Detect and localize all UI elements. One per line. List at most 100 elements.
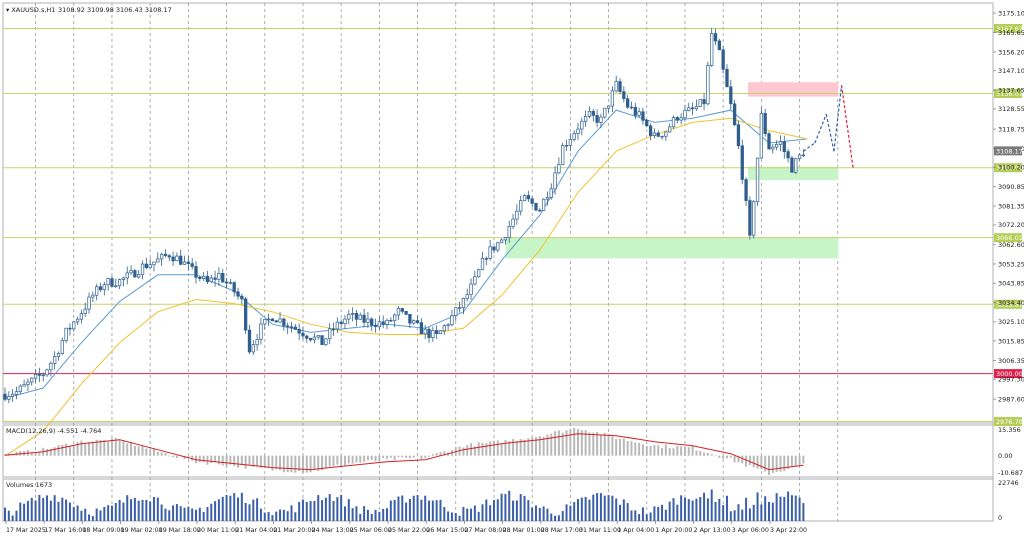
candle-body [496, 242, 500, 251]
candle-body [507, 226, 511, 238]
volume-bar [412, 495, 415, 521]
candle-body [221, 273, 225, 283]
volume-bar [202, 511, 205, 521]
candle-body [450, 315, 454, 326]
volume-bars [4, 489, 805, 521]
candle-body [320, 335, 324, 345]
price-tick-label: 3118.75 [998, 125, 1024, 133]
price-tick-label: 3053.25 [998, 260, 1024, 268]
candle-body [603, 107, 607, 118]
volume-bar [137, 500, 140, 521]
macd-histogram-bar [122, 440, 125, 456]
macd-histogram-bar [611, 436, 614, 456]
macd-histogram-bar [596, 432, 599, 456]
macd-histogram-bar [282, 455, 285, 473]
forecast-segment [803, 142, 816, 152]
candle-body [350, 313, 355, 315]
macd-histogram-bar [279, 455, 282, 471]
macd-histogram-bar [435, 453, 438, 456]
candle-body [389, 319, 393, 322]
volume-bar [149, 501, 152, 521]
level-tag [994, 233, 1022, 243]
candle-body [480, 258, 485, 271]
candle-body [499, 239, 504, 244]
time-tick-label: 19 Mar 02:00 [121, 527, 163, 534]
candle-body [671, 117, 676, 128]
macd-histogram-bar [424, 455, 427, 458]
macd-histogram-bar [416, 455, 419, 457]
volume-bar [324, 497, 327, 521]
volume-bar [515, 500, 518, 521]
candle-body [488, 246, 492, 259]
candle-body [553, 172, 557, 190]
macd-histogram-bar [130, 441, 133, 456]
volume-bar [206, 506, 209, 521]
price-tick-label: 3043.85 [998, 280, 1024, 288]
volume-bar [233, 493, 236, 521]
volume-bar [599, 493, 602, 521]
macd-histogram-bar [515, 440, 518, 456]
macd-histogram-bar [428, 455, 431, 457]
candle-body [648, 125, 653, 136]
macd-histogram-bar [65, 443, 68, 456]
candle-body [95, 286, 99, 296]
volume-bar [122, 502, 125, 521]
volume-bar [420, 499, 423, 521]
candle-body [247, 329, 252, 353]
candle-body [610, 90, 615, 107]
macd-histogram-bar [275, 455, 278, 470]
candle-body [232, 282, 236, 293]
macd-histogram-bar [741, 455, 744, 464]
candle-body [637, 111, 641, 116]
candle-body [293, 326, 297, 330]
macd-histogram-bar [508, 441, 511, 456]
volume-bar [775, 493, 778, 521]
candle-body [205, 275, 210, 283]
volume-bar [729, 511, 732, 521]
candle-body [786, 151, 790, 159]
macd-histogram-bar [7, 453, 10, 456]
macd-histogram-bar [619, 438, 622, 456]
volume-bar [431, 500, 434, 521]
volume-bar [710, 489, 713, 521]
macd-histogram-bar [565, 430, 568, 456]
macd-histogram-bar [225, 455, 228, 467]
candle-body [564, 144, 569, 147]
macd-histogram-bar [290, 455, 293, 473]
volume-bar [691, 500, 694, 521]
candle-body [797, 154, 802, 160]
candle-body [725, 68, 729, 88]
macd-histogram-bar [53, 447, 56, 456]
volume-bar [748, 508, 751, 521]
macd-histogram-bar [584, 430, 587, 456]
volume-bar [370, 513, 373, 521]
time-tick-label: 25 Mar 22:00 [388, 527, 430, 534]
volume-bar [653, 506, 656, 521]
volume-bar [439, 499, 442, 521]
macd-histogram-bar [737, 455, 740, 463]
macd-histogram-bar [187, 455, 190, 458]
macd-tick: 15.356 [998, 426, 1021, 434]
volume-bar [790, 495, 793, 521]
volume-bar [695, 498, 698, 521]
macd-histogram-bar [492, 440, 495, 456]
candle-body [209, 277, 213, 283]
volume-bar [168, 510, 171, 521]
price-tick-label: 3081.35 [998, 202, 1024, 210]
volume-bar [500, 493, 503, 521]
macd-histogram-bar [240, 455, 243, 466]
candle-body [519, 200, 523, 212]
volume-bar [378, 511, 381, 521]
volume-bar [611, 495, 614, 521]
volume-bar [46, 495, 49, 521]
macd-histogram-bar [519, 439, 522, 456]
candle-body [148, 264, 152, 269]
volume-bar [466, 508, 469, 521]
macd-histogram-bar [580, 430, 583, 456]
volume-bar [382, 508, 385, 521]
price-tick-label: 2997.30 [998, 375, 1024, 383]
time-tick-label: 21 Mar 20:00 [273, 527, 315, 534]
volume-bar [787, 491, 790, 521]
